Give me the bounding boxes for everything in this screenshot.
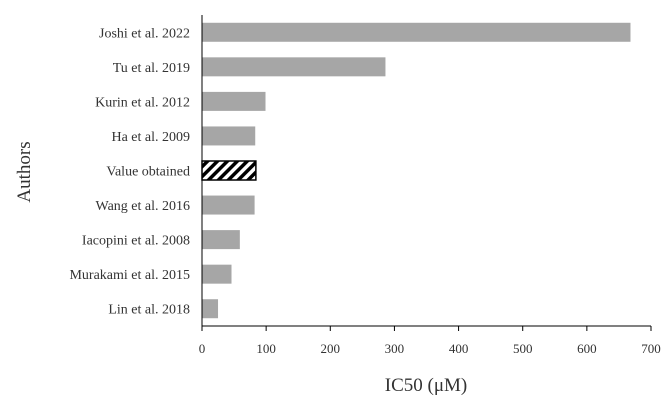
x-tick-label-200: 200 — [321, 341, 341, 356]
category-label-wang-et-al-2016: Wang et al. 2016 — [95, 199, 190, 214]
bar-lin-et-al-2018 — [202, 299, 219, 319]
bar-ha-et-al-2009 — [202, 126, 256, 146]
bar-value-obtained — [201, 160, 257, 181]
category-label-lin-et-al-2018: Lin et al. 2018 — [108, 303, 190, 318]
bars-group — [201, 22, 631, 319]
category-label-joshi-et-al-2022: Joshi et al. 2022 — [99, 26, 190, 41]
x-tick-label-300: 300 — [385, 341, 405, 356]
category-label-value-obtained: Value obtained — [106, 165, 190, 180]
bar-kurin-et-al-2012 — [202, 91, 266, 111]
category-label-tu-et-al-2019: Tu et al. 2019 — [113, 61, 190, 76]
x-tick-label-500: 500 — [513, 341, 533, 356]
x-tick-label-400: 400 — [449, 341, 469, 356]
x-tick-label-600: 600 — [577, 341, 597, 356]
category-label-kurin-et-al-2012: Kurin et al. 2012 — [95, 95, 190, 110]
x-tick-label-0: 0 — [199, 341, 206, 356]
category-label-ha-et-al-2009: Ha et al. 2009 — [111, 130, 190, 145]
y-axis-title: Authors — [14, 141, 35, 202]
category-label-iacopini-et-al-2008: Iacopini et al. 2008 — [82, 234, 190, 249]
category-label-murakami-et-al-2015: Murakami et al. 2015 — [69, 268, 190, 283]
x-tick-label-700: 700 — [641, 341, 661, 356]
bar-tu-et-al-2019 — [202, 57, 386, 77]
bar-murakami-et-al-2015 — [202, 264, 232, 284]
x-axis-ticks: 0 100 200 300 400 500 600 700 — [199, 326, 661, 356]
bar-wang-et-al-2016 — [202, 195, 255, 215]
bar-joshi-et-al-2022 — [202, 22, 631, 42]
bar-iacopini-et-al-2008 — [202, 230, 240, 250]
x-axis-title: IC50 (μM) — [385, 375, 468, 396]
category-labels: Joshi et al. 2022 Tu et al. 2019 Kurin et … — [69, 26, 190, 317]
x-tick-label-100: 100 — [256, 341, 276, 356]
